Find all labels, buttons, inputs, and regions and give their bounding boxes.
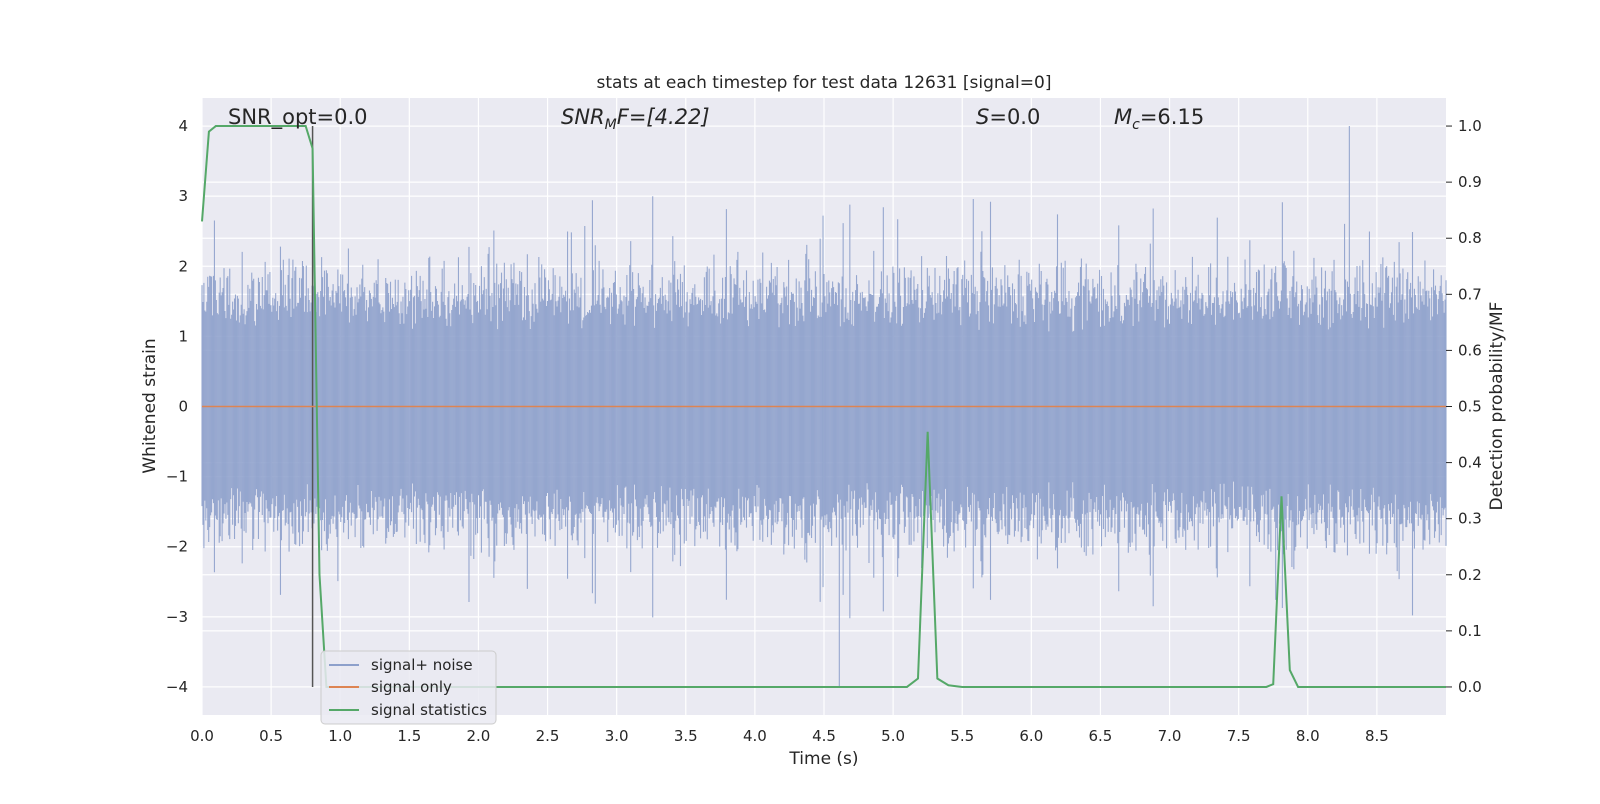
signal-noise-series [201,126,1447,687]
left-y-tick-label: −3 [166,608,188,626]
right-y-tick-label: 0.5 [1458,398,1482,416]
x-tick-label: 8.5 [1365,727,1389,745]
right-y-tick-label: 0.7 [1458,285,1482,303]
snr-opt-annotation: SNR_opt=0.0 [228,105,368,130]
signal-statistics-line [201,125,1446,688]
legend-box [320,650,497,725]
x-tick-label: 7.0 [1158,727,1182,745]
legend-label-signal-noise: signal+ noise [371,656,473,674]
x-tick-label: 4.5 [812,727,836,745]
s-annotation: S=0.0 [976,105,1040,129]
s-value: =0.0 [989,105,1040,129]
snr-mf-subscript: M [605,117,617,133]
legend-label-signal-only: signal only [371,678,452,696]
snr-mf-rest: F=[4.22] [617,105,710,129]
right-y-axis-label: Detection probability/MF [1487,302,1507,511]
x-tick-label: 6.0 [1019,727,1043,745]
x-tick-label: 2.0 [467,727,491,745]
x-tick-label: 2.5 [536,727,560,745]
right-y-tick-label: 0.0 [1458,678,1482,696]
x-tick-label: 4.0 [743,727,767,745]
x-tick-label: 3.5 [674,727,698,745]
snr-mf-annotation: SNRMF=[4.22] [561,105,710,133]
right-y-tick-label: 0.6 [1458,341,1482,359]
x-tick-label: 0.5 [259,727,283,745]
x-axis-label: Time (s) [788,749,858,769]
mc-base: M [1114,105,1132,129]
mc-annotation: Mc=6.15 [1114,105,1204,133]
x-tick-label: 3.0 [605,727,629,745]
x-tick-label: 7.5 [1227,727,1251,745]
x-tick-label: 1.0 [328,727,352,745]
legend: signal+ noise signal only signal statist… [320,650,497,725]
right-y-tick-label: 0.3 [1458,510,1482,528]
signal-statistics-series [201,125,1446,688]
right-y-tick-label: 0.8 [1458,229,1482,247]
left-y-tick-label: −1 [166,468,188,486]
left-y-tick-label: −2 [166,538,188,556]
x-axis-ticks: 0.0 0.5 1.0 1.5 2.0 2.5 3.0 3.5 4.0 4.5 5.0 5.5 6.0 6… [190,727,1389,745]
right-y-tick-label: 0.1 [1458,622,1482,640]
right-y-tick-label: 0.4 [1458,454,1482,472]
mc-value: =6.15 [1140,105,1204,129]
left-y-tick-label: 2 [178,257,188,275]
legend-label-signal-statistics: signal statistics [371,701,487,719]
left-y-tick-label: −4 [166,678,188,696]
x-tick-label: 5.5 [950,727,974,745]
s-label: S [976,105,989,129]
right-y-axis-ticks: 1.0 0.9 0.8 0.7 0.6 0.5 0.4 0.3 0.2 0.1 0.0 [1446,117,1482,696]
x-tick-label: 6.5 [1089,727,1113,745]
left-y-axis-label: Whitened strain [140,338,160,473]
left-y-axis-ticks: 4 3 2 1 0 −1 −2 −3 −4 [166,117,188,696]
chart-title: stats at each timestep for test data 126… [597,73,1052,93]
mc-subscript: c [1132,117,1140,133]
left-y-tick-label: 3 [178,187,188,205]
left-y-tick-label: 0 [178,398,188,416]
right-y-tick-label: 0.9 [1458,173,1482,191]
x-tick-label: 1.5 [397,727,421,745]
x-tick-label: 0.0 [190,727,214,745]
right-y-tick-label: 1.0 [1458,117,1482,135]
x-tick-label: 5.0 [881,727,905,745]
left-y-tick-label: 4 [178,117,188,135]
x-tick-label: 8.0 [1296,727,1320,745]
right-y-tick-label: 0.2 [1458,566,1482,584]
left-y-tick-label: 1 [178,327,188,345]
snr-mf-base: SNR [561,105,605,129]
